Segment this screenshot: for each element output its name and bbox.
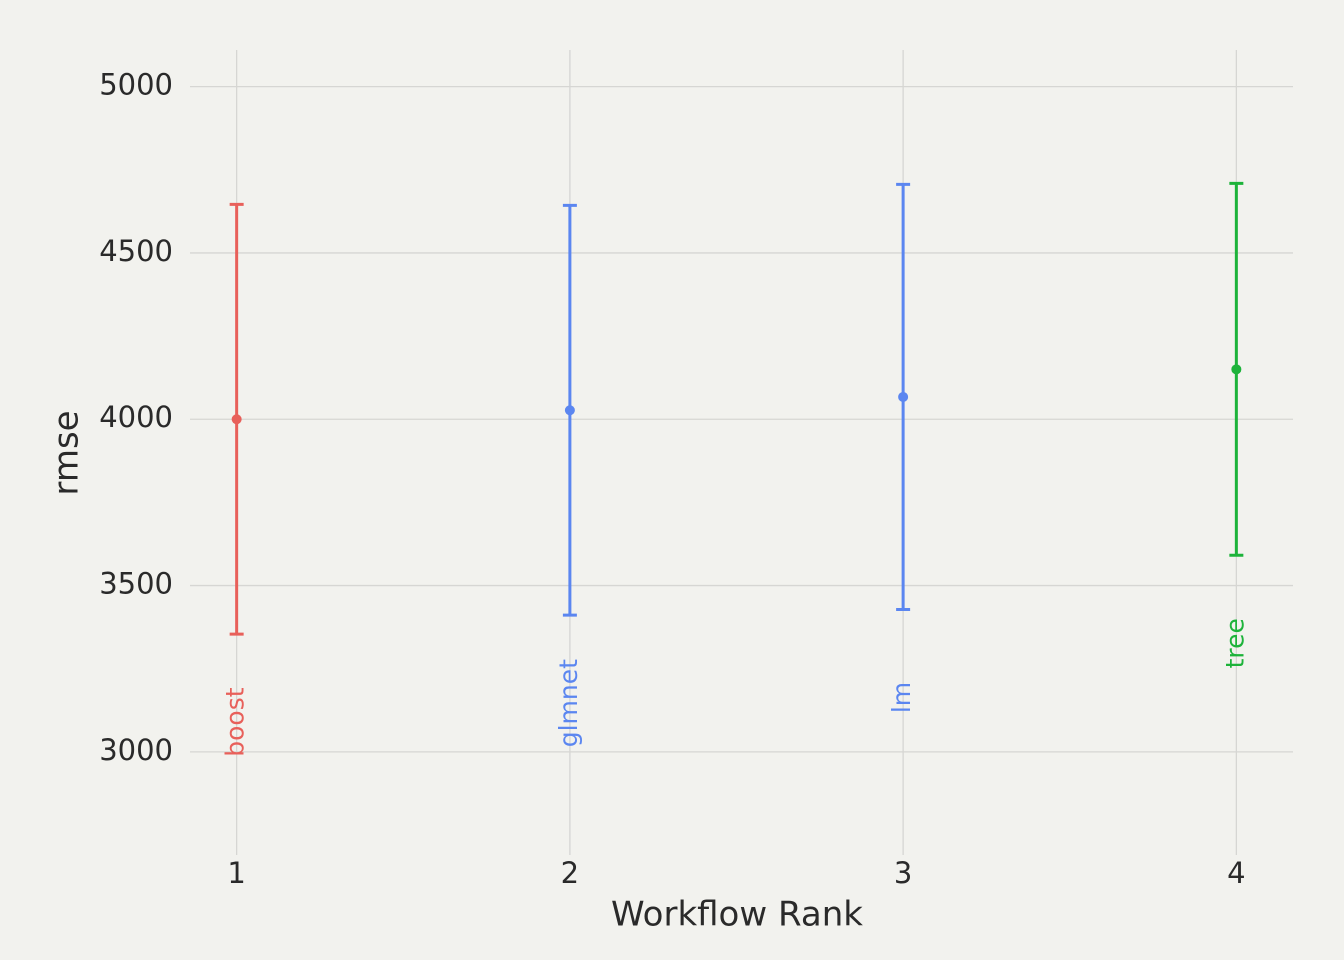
y-tick-label: 3500 <box>99 567 173 601</box>
point-label: lm <box>887 682 916 713</box>
y-tick-label: 4500 <box>99 234 173 268</box>
point-label: glmnet <box>554 659 583 747</box>
y-tick-label: 3000 <box>99 733 173 767</box>
point-label: tree <box>1220 618 1249 668</box>
point-label: boost <box>221 687 250 756</box>
point <box>564 405 575 416</box>
point <box>898 391 909 402</box>
x-tick-label: 2 <box>561 856 579 890</box>
y-tick-label: 4000 <box>99 400 173 434</box>
y-tick-label: 5000 <box>99 68 173 102</box>
x-axis-title: Workflow Rank <box>611 895 863 935</box>
point <box>231 414 242 425</box>
x-tick-label: 3 <box>894 856 912 890</box>
point <box>1231 364 1242 375</box>
y-axis-title: rmse <box>47 410 87 495</box>
x-tick-label: 4 <box>1227 856 1245 890</box>
x-tick-label: 1 <box>227 856 245 890</box>
